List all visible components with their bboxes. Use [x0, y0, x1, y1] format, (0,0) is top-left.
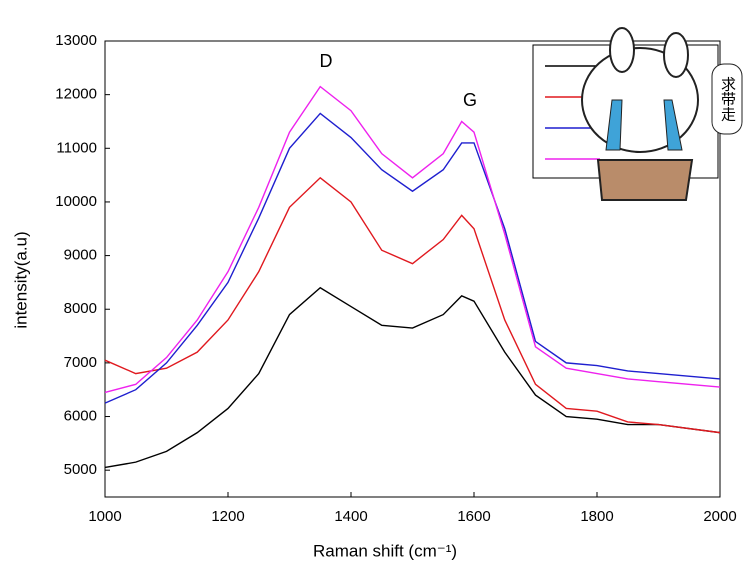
y-tick-label: 6000: [64, 407, 97, 424]
x-tick-label: 1400: [334, 508, 367, 525]
x-tick-label: 1200: [211, 508, 244, 525]
y-axis-label: intensity(a.u): [11, 231, 30, 328]
series-line: [104, 112, 721, 404]
y-tick-label: 7000: [64, 354, 97, 371]
series-line: [104, 286, 721, 469]
sticker-ear: [663, 32, 689, 78]
sticker-bubble: [711, 63, 743, 135]
sticker-box: [596, 159, 694, 201]
y-tick-label: 10000: [55, 193, 97, 210]
y-tick-label: 8000: [64, 300, 97, 317]
y-tick-label: 12000: [55, 86, 97, 103]
annotation: D: [320, 51, 333, 71]
x-tick-label: 1000: [88, 508, 121, 525]
annotation: G: [463, 90, 477, 110]
x-axis-label: Raman shift (cm⁻¹): [313, 541, 457, 560]
x-tick-label: 1600: [457, 508, 490, 525]
sticker-tears: [605, 99, 683, 151]
sticker-text: 求带走: [719, 77, 736, 123]
series-line: [104, 85, 721, 394]
plot-frame: [104, 40, 721, 498]
y-tick-label: 13000: [55, 32, 97, 49]
sticker: 求带走: [581, 27, 743, 201]
y-tick-label: 11000: [56, 139, 97, 156]
series-line: [104, 176, 721, 434]
x-tick-label: 2000: [703, 508, 736, 525]
sticker-ear: [609, 27, 635, 73]
x-tick-label: 1800: [580, 508, 613, 525]
y-tick-label: 9000: [64, 247, 97, 264]
y-tick-label: 5000: [64, 461, 97, 478]
